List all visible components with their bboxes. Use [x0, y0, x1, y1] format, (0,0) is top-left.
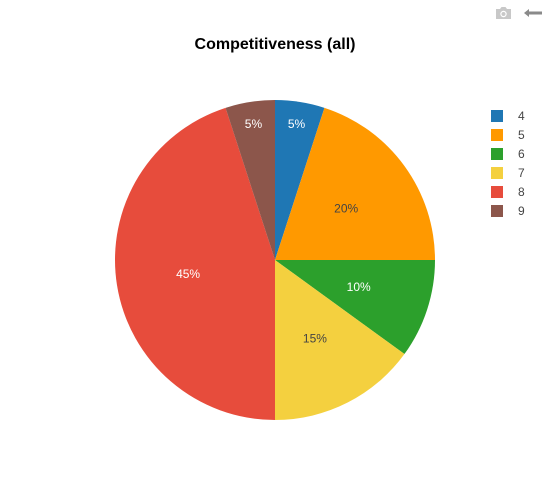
chart-title: Competitiveness (all) — [194, 36, 356, 53]
legend-item-8[interactable]: 8 — [491, 182, 525, 201]
legend-swatch — [491, 204, 503, 217]
legend-label: 5 — [518, 127, 525, 142]
pie-slice-6[interactable] — [275, 260, 435, 355]
legend-swatch — [491, 147, 503, 160]
legend-label: 6 — [518, 146, 525, 161]
camera-icon[interactable] — [492, 4, 514, 22]
legend-label: 4 — [518, 108, 525, 123]
legend-item-4[interactable]: 4 — [491, 106, 525, 125]
slice-label-4: 5% — [288, 117, 306, 131]
pie-slice-4[interactable] — [275, 100, 325, 260]
pie-slice-8[interactable] — [115, 107, 276, 420]
pie-slice-9[interactable] — [225, 100, 275, 260]
slice-label-8: 45% — [176, 267, 200, 281]
legend-item-7[interactable]: 7 — [491, 163, 525, 182]
slice-label-7: 15% — [303, 331, 327, 345]
legend-label: 7 — [518, 165, 525, 180]
legend-item-6[interactable]: 6 — [491, 144, 525, 163]
legend-label: 9 — [518, 203, 525, 218]
legend-swatch — [491, 185, 503, 198]
legend-label: 8 — [518, 184, 525, 199]
legend-swatch — [491, 109, 503, 122]
slice-label-9: 5% — [245, 117, 263, 131]
legend-swatch — [491, 166, 503, 179]
plotly-logo-icon[interactable] — [522, 4, 544, 22]
pie-slice-7[interactable] — [275, 260, 405, 420]
legend: 4 5 6 7 8 9 — [491, 106, 525, 220]
legend-swatch — [491, 128, 503, 141]
legend-item-5[interactable]: 5 — [491, 125, 525, 144]
pie-slice-5[interactable] — [275, 107, 435, 260]
chart-modebar — [492, 4, 544, 22]
slice-label-5: 20% — [334, 201, 358, 215]
slice-label-6: 10% — [347, 280, 371, 294]
legend-item-9[interactable]: 9 — [491, 201, 525, 220]
